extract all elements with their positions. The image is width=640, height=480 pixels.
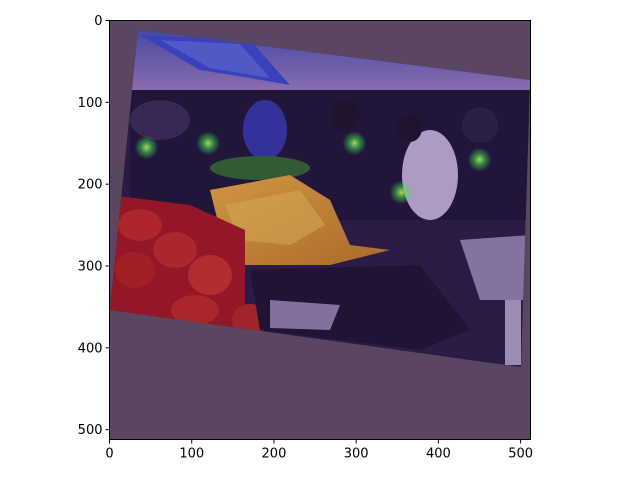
heat-spot: [134, 135, 159, 160]
x-tick-label: 100: [179, 447, 204, 462]
y-tick-label: 0: [94, 14, 102, 29]
axes-frame: [109, 20, 531, 440]
photo: [110, 30, 530, 367]
y-axis-ticks: 0 100 200 300 400 500: [78, 14, 110, 438]
x-tick-label: 500: [508, 447, 533, 462]
y-tick-label: 200: [78, 178, 103, 193]
x-tick-label: 400: [426, 447, 451, 462]
heat-spot: [467, 147, 492, 172]
y-tick-label: 500: [78, 423, 103, 438]
heat-spot: [389, 180, 414, 205]
x-tick-label: 200: [262, 447, 287, 462]
heatmap-spots: [134, 131, 492, 205]
x-tick-label: 300: [344, 447, 369, 462]
y-tick-label: 100: [78, 96, 103, 111]
heat-spot: [342, 131, 367, 156]
x-tick-label: 0: [105, 447, 113, 462]
heat-spot: [196, 131, 221, 156]
y-tick-label: 300: [78, 260, 103, 275]
x-axis-ticks: 0 100 200 300 400 500: [105, 439, 533, 462]
y-tick-label: 400: [78, 341, 103, 356]
